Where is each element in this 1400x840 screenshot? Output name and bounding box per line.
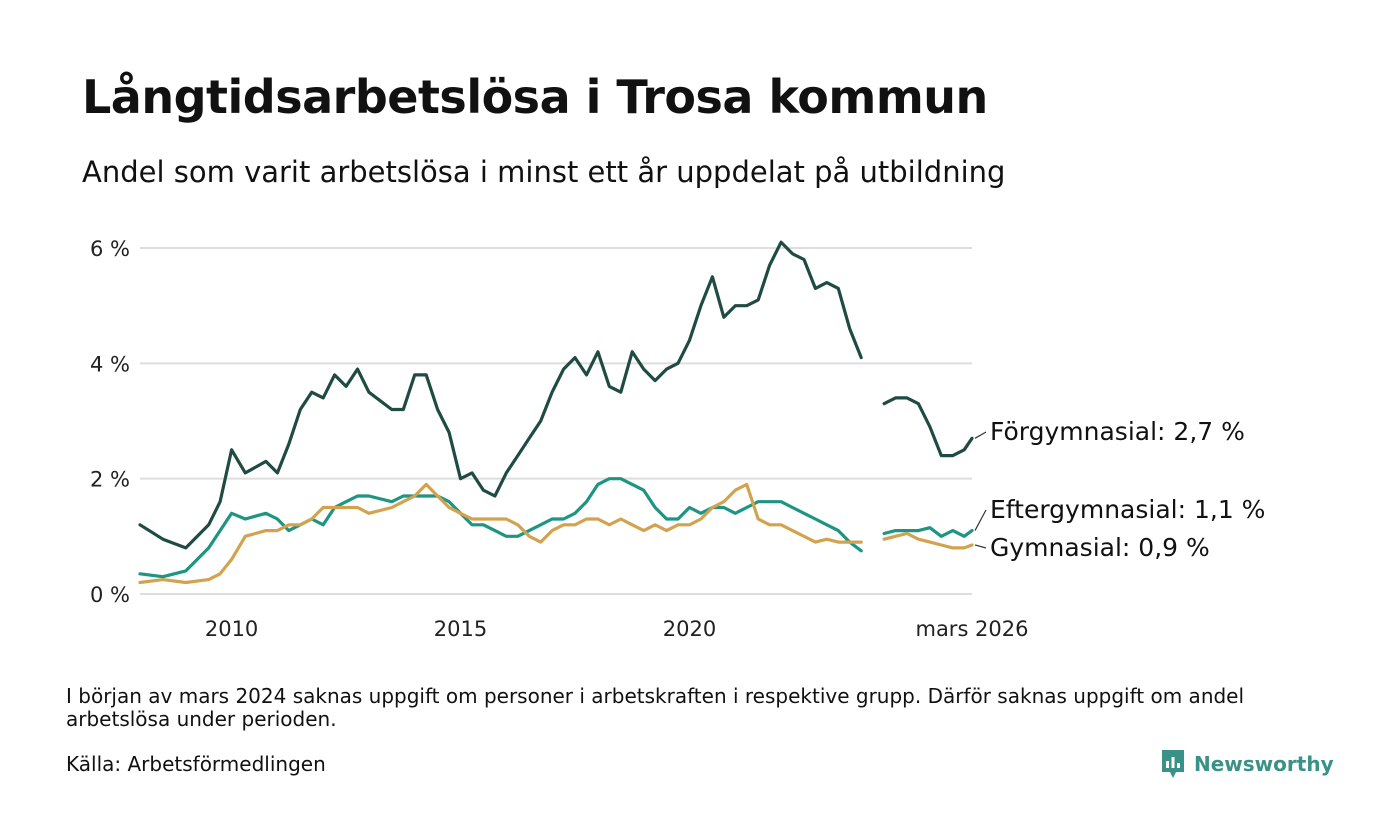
x-tick-label: mars 2026 — [915, 617, 1028, 641]
leader-line — [974, 431, 987, 439]
series-line-förgymnasial — [138, 240, 863, 550]
y-tick-label: 4 % — [90, 352, 130, 376]
chart-title: Långtidsarbetslösa i Trosa kommun — [82, 70, 988, 124]
chart-subtitle: Andel som varit arbetslösa i minst ett å… — [82, 155, 1006, 189]
y-tick-label: 6 % — [90, 237, 130, 261]
x-tick-label: 2020 — [663, 617, 716, 641]
x-tick-label: 2010 — [205, 617, 258, 641]
series-line-eftergymnasial — [882, 526, 974, 538]
footnote: I början av mars 2024 saknas uppgift om … — [66, 684, 1245, 731]
y-tick-label: 0 % — [90, 583, 130, 607]
series-line-förgymnasial — [882, 396, 974, 458]
leader-line — [974, 544, 987, 549]
brand-name: Newsworthy — [1194, 752, 1334, 776]
leader-line — [974, 509, 987, 531]
series-line-gymnasial — [882, 531, 974, 550]
series-line-gymnasial — [138, 482, 863, 585]
source-text: Källa: Arbetsförmedlingen — [66, 752, 326, 776]
series-end-label: Gymnasial: 0,9 % — [990, 533, 1210, 562]
series-line-eftergymnasial — [138, 477, 863, 579]
brand-logo[interactable]: Newsworthy — [1160, 748, 1334, 780]
y-tick-label: 2 % — [90, 468, 130, 492]
line-chart: 0 % 2 % 4 % 6 % 2010 2015 2020 mars 2026 Förgymn… — [90, 237, 1265, 641]
series-end-label: Eftergymnasial: 1,1 % — [990, 495, 1265, 524]
x-tick-label: 2015 — [434, 617, 487, 641]
newsworthy-logo-icon — [1162, 750, 1184, 778]
series-end-label: Förgymnasial: 2,7 % — [990, 417, 1245, 446]
